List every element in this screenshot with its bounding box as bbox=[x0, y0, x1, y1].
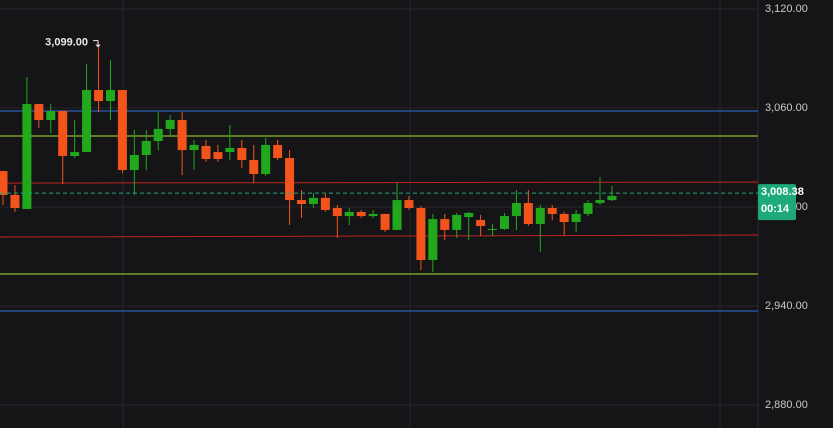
candle-body bbox=[213, 152, 223, 159]
candle-body bbox=[165, 120, 175, 129]
candle-body bbox=[583, 203, 593, 214]
candle-body bbox=[488, 228, 498, 230]
candle-body bbox=[547, 207, 557, 214]
candle-body bbox=[105, 90, 115, 102]
candle-body bbox=[94, 90, 104, 102]
candle-body bbox=[464, 212, 474, 218]
candle-body bbox=[261, 144, 271, 174]
candle-body bbox=[285, 157, 295, 201]
candle-body bbox=[34, 104, 44, 121]
y-tick-label: 3,060.00 bbox=[765, 102, 808, 114]
candle-body bbox=[10, 194, 20, 208]
candle-body bbox=[511, 203, 521, 217]
candle-body bbox=[0, 171, 8, 195]
candle-body bbox=[225, 147, 235, 153]
last-price-label: 3,008.38 bbox=[761, 186, 804, 198]
candle-body bbox=[308, 197, 318, 205]
y-tick-label: 2,940.00 bbox=[765, 300, 808, 312]
high-marker-hook bbox=[93, 40, 101, 48]
candle-body bbox=[249, 159, 259, 174]
y-tick-label: 3,120.00 bbox=[765, 3, 808, 15]
candle-body bbox=[416, 207, 426, 260]
candle-body bbox=[177, 120, 187, 151]
candle-body bbox=[129, 155, 139, 171]
candle-body bbox=[571, 213, 581, 223]
candle-body bbox=[404, 200, 414, 208]
candle-body bbox=[46, 110, 56, 121]
candle-body bbox=[452, 214, 462, 230]
candle-body bbox=[440, 219, 450, 230]
candle-body bbox=[58, 110, 68, 157]
candle-body bbox=[22, 104, 32, 209]
candle-body bbox=[189, 144, 199, 151]
candle-body bbox=[499, 216, 509, 229]
candle-body bbox=[607, 195, 617, 201]
candle-body bbox=[428, 219, 438, 260]
candle-body bbox=[70, 152, 80, 157]
y-tick-label: 2,880.00 bbox=[765, 399, 808, 411]
candle-body bbox=[595, 200, 605, 204]
candle-body bbox=[117, 90, 127, 171]
candle-body bbox=[559, 213, 569, 223]
candle-body bbox=[392, 200, 402, 230]
candles bbox=[0, 43, 617, 273]
candle-body bbox=[476, 220, 486, 226]
candle-body bbox=[153, 128, 163, 141]
candle-body bbox=[332, 207, 342, 217]
candle-body bbox=[297, 200, 306, 205]
countdown-label: 00:14 bbox=[761, 203, 790, 215]
high-marker-label: 3,099.00 bbox=[45, 37, 88, 49]
candle-body bbox=[368, 213, 378, 217]
candle-body bbox=[201, 145, 211, 159]
overlay: 3,099.00 3,008.38 00:14 bbox=[0, 37, 804, 221]
candle-body bbox=[344, 211, 354, 217]
candle-body bbox=[141, 140, 151, 156]
candle-body bbox=[523, 203, 533, 224]
level-line bbox=[0, 181, 759, 184]
candle-body bbox=[356, 211, 366, 217]
candle-body bbox=[320, 197, 330, 210]
level-line bbox=[0, 234, 759, 238]
candle-body bbox=[380, 213, 390, 230]
candle-body bbox=[237, 147, 247, 160]
candle-body bbox=[535, 207, 545, 224]
last-price-tag bbox=[758, 184, 796, 221]
candle-body bbox=[273, 144, 283, 158]
grid bbox=[0, 8, 758, 406]
candle-body bbox=[82, 90, 92, 153]
